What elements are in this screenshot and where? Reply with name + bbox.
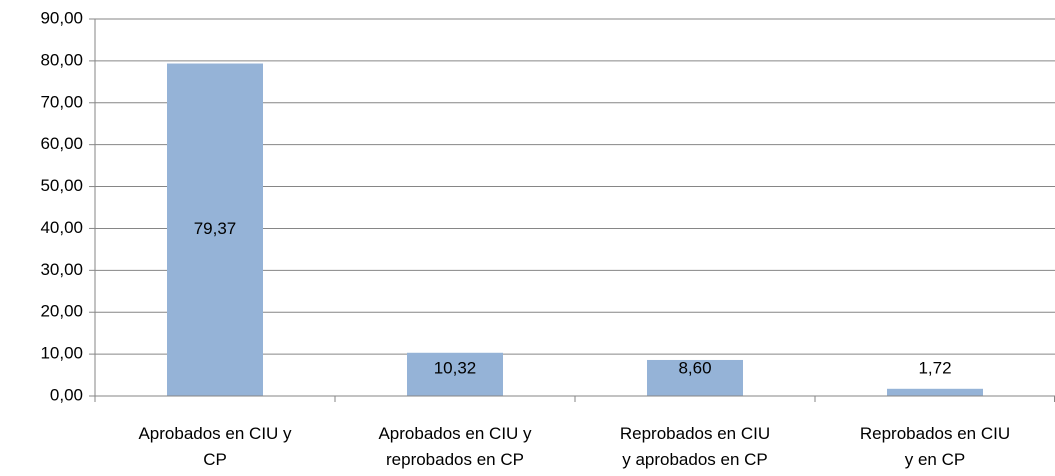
bar (647, 359, 743, 396)
y-tick-label: 30,00 (40, 260, 83, 279)
y-tick-label: 90,00 (40, 8, 83, 27)
y-tick-label: 10,00 (40, 344, 83, 363)
y-tick-label: 40,00 (40, 218, 83, 237)
x-tick-label: Reprobados en CIU y en CP (860, 424, 1010, 469)
y-tick-label: 80,00 (40, 50, 83, 69)
x-tick-label: Aprobados en CIU y CP (138, 424, 292, 469)
x-tick-label: Aprobados en CIU y reprobados en CP (378, 424, 532, 469)
bar (407, 352, 503, 396)
x-tick-label: Reprobados en CIU y aprobados en CP (620, 424, 770, 469)
y-tick-label: 20,00 (40, 302, 83, 321)
y-tick-label: 70,00 (40, 92, 83, 111)
y-tick-label: 50,00 (40, 176, 83, 195)
y-tick-label: 0,00 (50, 385, 83, 404)
data-label: 1,72 (918, 358, 951, 377)
data-label: 8,60 (678, 358, 711, 377)
data-label: 79,37 (194, 219, 237, 238)
bar (887, 388, 983, 396)
bar (167, 63, 263, 396)
y-tick-label: 60,00 (40, 134, 83, 153)
data-label: 10,32 (434, 358, 477, 377)
